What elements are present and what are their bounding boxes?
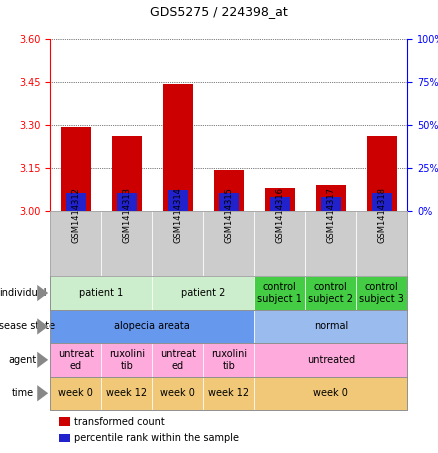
Text: patient 2: patient 2	[181, 288, 226, 298]
Text: time: time	[11, 388, 34, 398]
Text: untreat
ed: untreat ed	[160, 349, 196, 371]
Bar	[60, 127, 91, 211]
Text: individual: individual	[0, 288, 46, 298]
Text: week 0: week 0	[58, 388, 93, 398]
Text: control
subject 1: control subject 1	[258, 282, 302, 304]
Bar	[265, 188, 295, 211]
Text: GSM1414312: GSM1414312	[71, 188, 80, 244]
Bar	[367, 136, 397, 211]
Text: GSM1414317: GSM1414317	[326, 188, 336, 244]
Text: ruxolini
tib: ruxolini tib	[109, 349, 145, 371]
Bar	[321, 197, 341, 211]
Text: normal: normal	[314, 322, 348, 332]
Text: GSM1414314: GSM1414314	[173, 188, 182, 244]
Text: week 0: week 0	[314, 388, 348, 398]
Text: GSM1414318: GSM1414318	[378, 188, 386, 244]
Text: GDS5275 / 224398_at: GDS5275 / 224398_at	[150, 5, 288, 19]
Bar	[117, 193, 137, 211]
Bar	[315, 185, 346, 211]
Text: percentile rank within the sample: percentile rank within the sample	[74, 433, 240, 443]
Text: patient 1: patient 1	[79, 288, 124, 298]
Text: week 0: week 0	[160, 388, 195, 398]
Bar	[219, 193, 239, 211]
Bar	[168, 190, 188, 211]
Bar	[66, 193, 86, 211]
Text: untreat
ed: untreat ed	[58, 349, 94, 371]
Text: GSM1414316: GSM1414316	[276, 188, 284, 244]
Text: transformed count: transformed count	[74, 416, 165, 427]
Text: control
subject 3: control subject 3	[360, 282, 404, 304]
Text: control
subject 2: control subject 2	[308, 282, 353, 304]
Text: untreated: untreated	[307, 355, 355, 365]
Text: GSM1414313: GSM1414313	[122, 188, 131, 244]
Text: agent: agent	[9, 355, 37, 365]
Bar	[270, 197, 290, 211]
Text: week 12: week 12	[208, 388, 249, 398]
Text: alopecia areata: alopecia areata	[114, 322, 190, 332]
Text: ruxolini
tib: ruxolini tib	[211, 349, 247, 371]
Bar	[372, 193, 392, 211]
Text: GSM1414315: GSM1414315	[224, 188, 233, 244]
Text: disease state: disease state	[0, 322, 55, 332]
Bar	[214, 170, 244, 211]
Text: week 12: week 12	[106, 388, 148, 398]
Bar	[112, 136, 142, 211]
Bar	[162, 84, 193, 211]
